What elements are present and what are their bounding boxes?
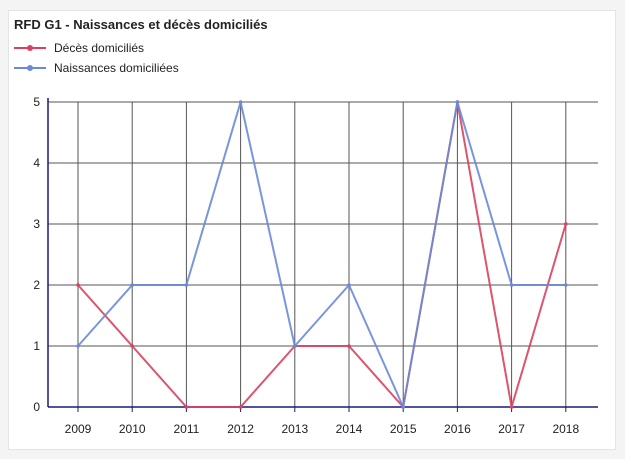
data-point[interactable] bbox=[401, 405, 406, 409]
data-point[interactable] bbox=[564, 222, 568, 226]
data-point[interactable] bbox=[509, 405, 514, 409]
x-tick-label: 2013 bbox=[281, 422, 308, 436]
series-line-0[interactable] bbox=[77, 101, 567, 408]
chart-legend: Décès domiciliés Naissances domiciliées bbox=[14, 38, 179, 78]
grid-lines bbox=[48, 101, 598, 407]
legend-swatch-naissances bbox=[14, 65, 46, 71]
x-tick-label: 2014 bbox=[336, 422, 363, 436]
legend-item-deces[interactable]: Décès domiciliés bbox=[14, 38, 179, 58]
legend-label-naissances: Naissances domiciliées bbox=[54, 61, 179, 75]
data-point[interactable] bbox=[347, 344, 351, 348]
x-tick-label: 2009 bbox=[65, 422, 92, 436]
x-tick-label: 2010 bbox=[119, 422, 146, 436]
tick-labels: 0 1 2 3 4 5 2009 2010 2011 2012 2013 2014 2015 2016 20… bbox=[33, 95, 579, 436]
data-point[interactable] bbox=[184, 405, 189, 409]
data-point[interactable] bbox=[564, 283, 568, 287]
y-tick-label: 2 bbox=[33, 278, 40, 292]
series-lines bbox=[76, 100, 568, 409]
x-tick-label: 2012 bbox=[227, 422, 254, 436]
data-point[interactable] bbox=[238, 100, 243, 104]
y-tick-label: 4 bbox=[33, 156, 40, 170]
data-point[interactable] bbox=[509, 283, 514, 287]
y-tick-label: 5 bbox=[33, 95, 40, 109]
x-tick-label: 2015 bbox=[390, 422, 417, 436]
y-tick-label: 1 bbox=[33, 339, 40, 353]
x-tick-label: 2017 bbox=[498, 422, 525, 436]
data-point[interactable] bbox=[130, 283, 134, 287]
chart-title: RFD G1 - Naissances et décès domiciliés bbox=[14, 17, 268, 32]
legend-label-deces: Décès domiciliés bbox=[54, 41, 145, 55]
data-point[interactable] bbox=[184, 283, 189, 287]
data-point[interactable] bbox=[76, 344, 80, 348]
data-point[interactable] bbox=[238, 405, 243, 409]
axes bbox=[47, 98, 598, 412]
y-tick-label: 3 bbox=[33, 217, 40, 231]
chart-card bbox=[8, 10, 616, 450]
data-point[interactable] bbox=[76, 283, 80, 287]
data-point[interactable] bbox=[455, 100, 460, 104]
x-tick-label: 2018 bbox=[552, 422, 579, 436]
x-tick-label: 2011 bbox=[173, 422, 199, 436]
series-line-1[interactable] bbox=[77, 101, 566, 408]
data-point[interactable] bbox=[130, 344, 134, 348]
x-tick-label: 2016 bbox=[444, 422, 471, 436]
legend-item-naissances[interactable]: Naissances domiciliées bbox=[14, 58, 179, 78]
y-tick-label: 0 bbox=[33, 400, 40, 414]
data-point[interactable] bbox=[293, 344, 297, 348]
data-point[interactable] bbox=[347, 283, 351, 287]
legend-swatch-deces bbox=[14, 45, 46, 51]
